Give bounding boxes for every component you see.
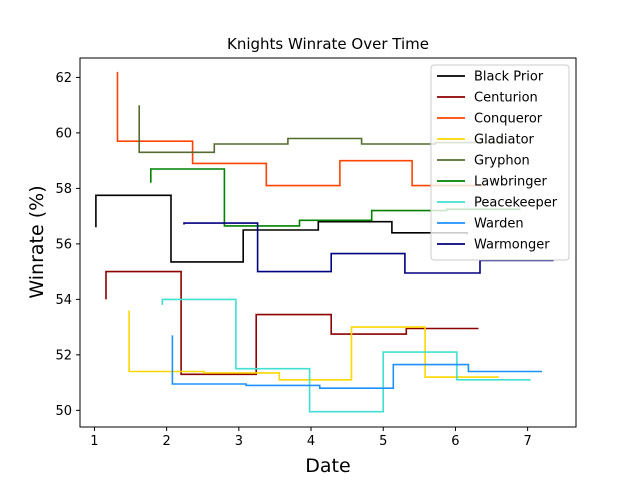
- legend-label-8: Warmonger: [474, 238, 550, 253]
- series-line-0: [95, 194, 468, 263]
- x-axis-title: Date: [305, 455, 350, 477]
- legend: Black Prior Centurion Conqueror Gladiator Gr…: [430, 64, 570, 261]
- legend-label-1: Centurion: [474, 91, 538, 106]
- y-tick-label: 54: [55, 293, 72, 308]
- plot-series-group: [95, 71, 554, 413]
- series-line-7: [171, 335, 543, 389]
- series-line-8: [183, 222, 554, 274]
- y-tick-label: 58: [55, 182, 72, 197]
- legend-label-7: Warden: [474, 217, 524, 232]
- series-line-6: [161, 298, 531, 413]
- legend-label-3: Gladiator: [474, 133, 535, 148]
- y-tick-label: 50: [55, 404, 72, 419]
- y-tick-label: 52: [55, 348, 72, 363]
- chart-title: Knights Winrate Over Time: [227, 35, 429, 53]
- y-tick-label: 60: [55, 126, 72, 141]
- series-line-2: [116, 71, 485, 187]
- legend-label-4: Gryphon: [474, 154, 530, 169]
- y-axis: 50 52 54 56 58 60 62: [55, 71, 80, 419]
- y-axis-title: Winrate (%): [26, 185, 48, 298]
- legend-label-5: Lawbringer: [474, 175, 548, 190]
- x-tick-label: 2: [162, 434, 170, 449]
- x-tick-label: 7: [523, 434, 531, 449]
- x-tick-label: 4: [307, 434, 315, 449]
- plot-frame: [79, 57, 577, 428]
- legend-label-6: Peacekeeper: [474, 196, 558, 211]
- legend-box: [430, 64, 570, 261]
- legend-label-2: Conqueror: [474, 112, 543, 127]
- x-tick-label: 6: [451, 434, 459, 449]
- series-line-1: [105, 270, 479, 376]
- y-tick-label: 56: [55, 237, 72, 252]
- legend-label-0: Black Prior: [474, 70, 544, 85]
- y-tick-label: 62: [55, 71, 72, 86]
- x-tick-label: 5: [379, 434, 387, 449]
- series-line-3: [128, 310, 499, 381]
- x-axis: 1 2 3 4 5 6 7: [90, 427, 532, 449]
- x-tick-label: 3: [235, 434, 243, 449]
- x-tick-label: 1: [90, 434, 98, 449]
